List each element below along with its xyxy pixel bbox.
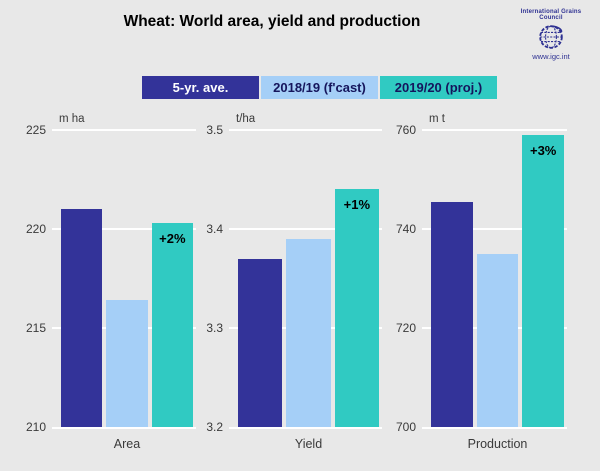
y-tick-label: 210 [25,420,46,434]
bar-5yr-ave [61,209,103,427]
logo-url: www.igc.int [532,52,570,61]
bars: +1% [235,130,382,427]
gridline [428,129,567,131]
y-tick-label: 740 [395,222,416,236]
y-tick-label: 225 [25,123,46,137]
page-title: Wheat: World area, yield and production [123,13,421,30]
y-tick-mark [229,129,235,131]
y-tick-mark [52,228,58,230]
x-axis-label: Area [113,437,141,451]
y-tick-mark [422,129,428,131]
bars: +2% [58,130,196,427]
globe-icon [539,25,563,49]
bar-2018-19-fcast [106,300,148,427]
y-tick-label: 700 [395,420,416,434]
chart-panel-production: m t 760 740 720 700 +3% Production [396,113,567,451]
bar-5yr-ave [431,201,473,427]
bar-2019-20-proj: +1% [334,189,379,427]
y-tick-mark [229,228,235,230]
y-tick-mark [52,129,58,131]
y-tick-label: 3.5 [206,123,223,137]
pct-change-label: +3% [529,142,557,158]
legend-item-2018-19: 2018/19 (f'cast) [261,76,378,99]
plot-area: +3% [422,129,567,429]
y-tick-mark [422,228,428,230]
y-axis-unit-label: m t [429,113,445,125]
chart-panel-yield: t/ha 3.5 3.4 3.3 3.2 +1% Yield [206,113,382,451]
legend-label: 2018/19 (f'cast) [273,80,366,95]
y-tick-mark [52,327,58,329]
bars: +3% [428,130,567,427]
y-axis: 225 220 215 210 [6,123,46,434]
y-tick-label: 760 [395,123,416,137]
y-tick-mark [422,327,428,329]
y-tick-label: 220 [25,222,46,236]
legend-label: 5-yr. ave. [172,80,229,95]
gridline [235,228,382,230]
legend-item-5yr-ave: 5-yr. ave. [142,76,259,99]
y-tick-mark [422,427,428,429]
gridline [235,427,382,429]
bar-2018-19-fcast [286,238,331,427]
y-tick-label: 3.4 [206,222,223,236]
bar-2019-20-proj: +3% [522,134,565,427]
logo-org-name: International Grains Council [520,9,582,21]
legend: 5-yr. ave. 2018/19 (f'cast) 2019/20 (pro… [142,76,497,99]
legend-item-2019-20: 2019/20 (proj.) [380,76,497,99]
gridline [58,228,196,230]
y-tick-label: 720 [395,321,416,335]
plot-area: +2% [52,129,196,429]
y-axis-unit-label: t/ha [236,113,256,125]
gridline [58,427,196,429]
y-tick-label: 3.3 [206,321,223,335]
gridline [428,427,567,429]
gridline [428,228,567,230]
y-tick-mark [52,427,58,429]
legend-label: 2019/20 (proj.) [394,80,483,95]
bar-2019-20-proj: +2% [151,223,193,427]
chart-panel-area: m ha 225 220 215 210 +2% Area [26,113,196,451]
y-tick-mark [229,427,235,429]
y-axis: 3.5 3.4 3.3 3.2 [183,123,223,434]
gridline [235,129,382,131]
y-tick-mark [229,327,235,329]
y-tick-label: 215 [25,321,46,335]
pct-change-label: +1% [343,197,371,213]
y-tick-label: 3.2 [206,420,223,434]
igc-logo: International Grains Council www.igc.int [510,9,592,61]
gridline [58,129,196,131]
x-axis-label: Production [467,437,528,451]
bar-5yr-ave [238,258,283,427]
pct-change-label: +2% [159,231,186,247]
y-axis: 760 740 720 700 [376,123,416,434]
bar-2018-19-fcast [476,253,519,427]
x-axis-label: Yield [294,437,323,451]
plot-area: +1% [229,129,382,429]
y-axis-unit-label: m ha [59,113,85,125]
